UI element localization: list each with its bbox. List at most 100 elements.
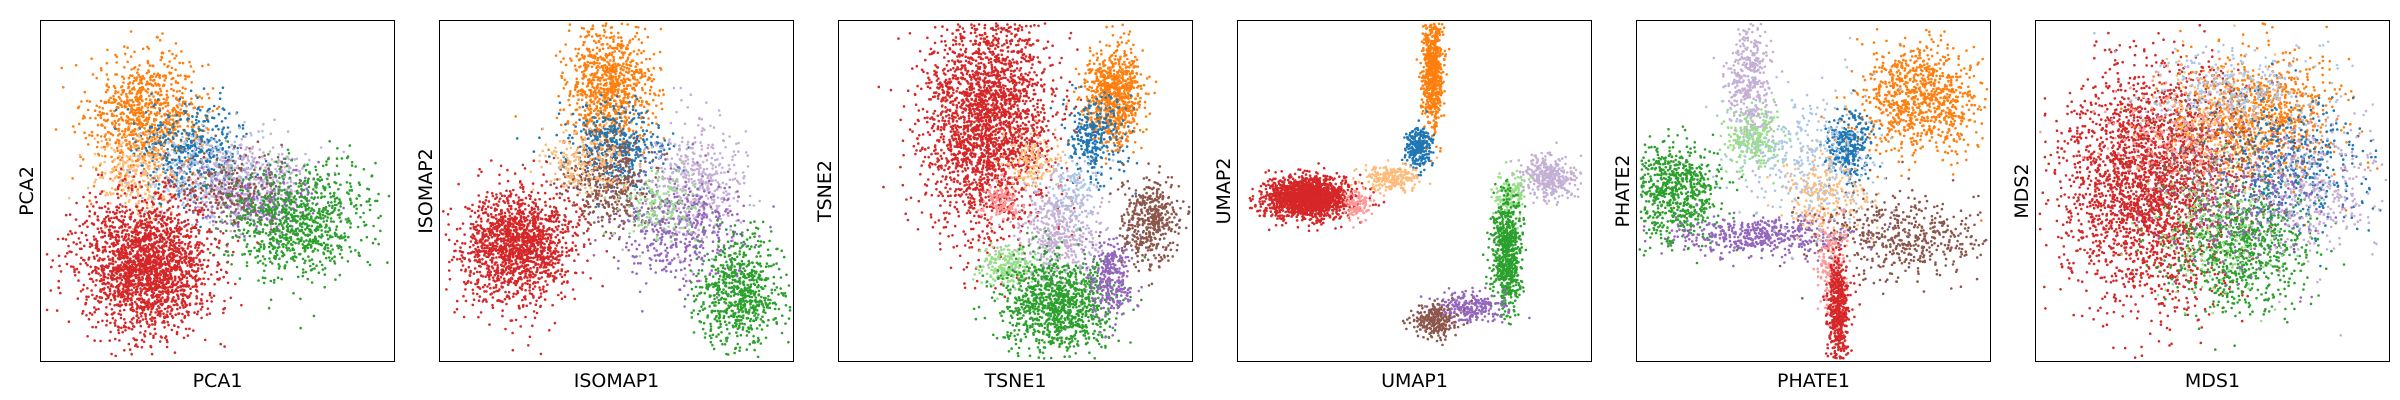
data-point bbox=[173, 217, 177, 220]
data-point bbox=[125, 121, 128, 125]
data-point bbox=[243, 203, 246, 207]
data-point bbox=[229, 214, 232, 218]
data-point bbox=[224, 167, 228, 170]
data-point bbox=[99, 162, 102, 165]
data-point bbox=[324, 267, 327, 270]
data-point bbox=[144, 130, 148, 133]
data-point bbox=[174, 184, 178, 188]
data-point bbox=[138, 97, 141, 101]
data-point bbox=[126, 159, 129, 163]
data-point bbox=[206, 92, 210, 96]
data-point bbox=[159, 173, 162, 177]
data-point bbox=[282, 199, 285, 203]
data-point bbox=[266, 189, 269, 193]
data-point bbox=[120, 156, 124, 159]
data-point bbox=[159, 278, 162, 282]
data-point bbox=[250, 166, 253, 169]
data-point bbox=[174, 128, 177, 131]
data-point bbox=[138, 135, 141, 139]
data-point bbox=[256, 190, 260, 193]
data-point bbox=[146, 176, 150, 179]
data-point bbox=[303, 179, 307, 183]
data-point bbox=[261, 255, 265, 258]
data-point bbox=[377, 216, 380, 220]
data-point bbox=[164, 127, 167, 130]
data-point bbox=[147, 214, 151, 217]
data-point bbox=[179, 232, 182, 236]
data-point bbox=[174, 158, 178, 162]
data-point bbox=[105, 112, 109, 116]
data-point bbox=[218, 187, 221, 190]
data-point bbox=[99, 135, 103, 138]
data-point bbox=[140, 147, 144, 150]
data-point bbox=[146, 87, 150, 91]
data-point bbox=[312, 314, 316, 318]
data-point bbox=[256, 220, 260, 224]
data-point bbox=[82, 283, 86, 287]
data-point bbox=[112, 84, 116, 88]
data-point bbox=[314, 229, 318, 233]
data-point bbox=[227, 254, 230, 257]
data-point bbox=[132, 122, 136, 125]
data-point bbox=[147, 113, 151, 116]
data-point bbox=[128, 103, 131, 107]
data-point bbox=[305, 215, 308, 219]
data-point bbox=[215, 178, 218, 181]
data-point bbox=[191, 173, 194, 176]
data-point bbox=[100, 123, 103, 126]
data-point bbox=[221, 159, 224, 163]
data-point bbox=[322, 187, 326, 190]
data-point bbox=[219, 220, 222, 223]
data-point bbox=[331, 235, 334, 239]
data-point bbox=[125, 139, 128, 142]
data-point bbox=[320, 178, 324, 181]
data-point bbox=[193, 147, 197, 151]
data-point bbox=[194, 189, 197, 192]
data-point bbox=[197, 150, 201, 154]
data-point bbox=[127, 174, 130, 178]
data-point bbox=[130, 98, 134, 102]
data-point bbox=[134, 159, 138, 163]
data-point bbox=[284, 233, 287, 237]
data-point bbox=[221, 147, 225, 150]
data-point bbox=[127, 147, 130, 150]
data-point bbox=[338, 216, 342, 219]
data-point bbox=[210, 187, 214, 191]
data-point bbox=[272, 281, 276, 284]
data-point bbox=[134, 172, 138, 176]
data-point bbox=[181, 240, 184, 244]
data-point bbox=[142, 173, 145, 177]
data-point bbox=[140, 208, 144, 212]
data-point bbox=[200, 172, 203, 176]
data-point bbox=[286, 225, 289, 229]
data-point bbox=[175, 122, 178, 125]
data-point bbox=[257, 192, 261, 196]
data-point bbox=[123, 52, 127, 56]
data-point bbox=[273, 211, 277, 215]
data-point bbox=[111, 133, 115, 137]
data-point bbox=[301, 167, 304, 170]
data-point bbox=[304, 233, 307, 237]
data-point bbox=[162, 254, 165, 257]
data-point bbox=[105, 191, 108, 195]
data-point bbox=[128, 89, 132, 93]
data-point bbox=[271, 205, 275, 209]
data-point bbox=[224, 174, 228, 177]
data-point bbox=[274, 222, 277, 225]
data-point bbox=[251, 145, 255, 149]
data-point bbox=[308, 259, 311, 262]
data-point bbox=[365, 200, 369, 203]
data-point bbox=[230, 211, 233, 214]
data-point bbox=[227, 145, 231, 149]
data-point bbox=[80, 231, 84, 234]
data-point bbox=[261, 276, 265, 280]
data-point bbox=[69, 265, 73, 268]
data-point bbox=[271, 178, 275, 182]
data-point bbox=[276, 200, 279, 204]
data-point bbox=[309, 268, 313, 272]
data-point bbox=[106, 141, 109, 145]
data-point bbox=[177, 312, 181, 315]
data-point bbox=[186, 151, 190, 155]
data-point bbox=[329, 195, 333, 199]
data-point bbox=[333, 262, 337, 265]
